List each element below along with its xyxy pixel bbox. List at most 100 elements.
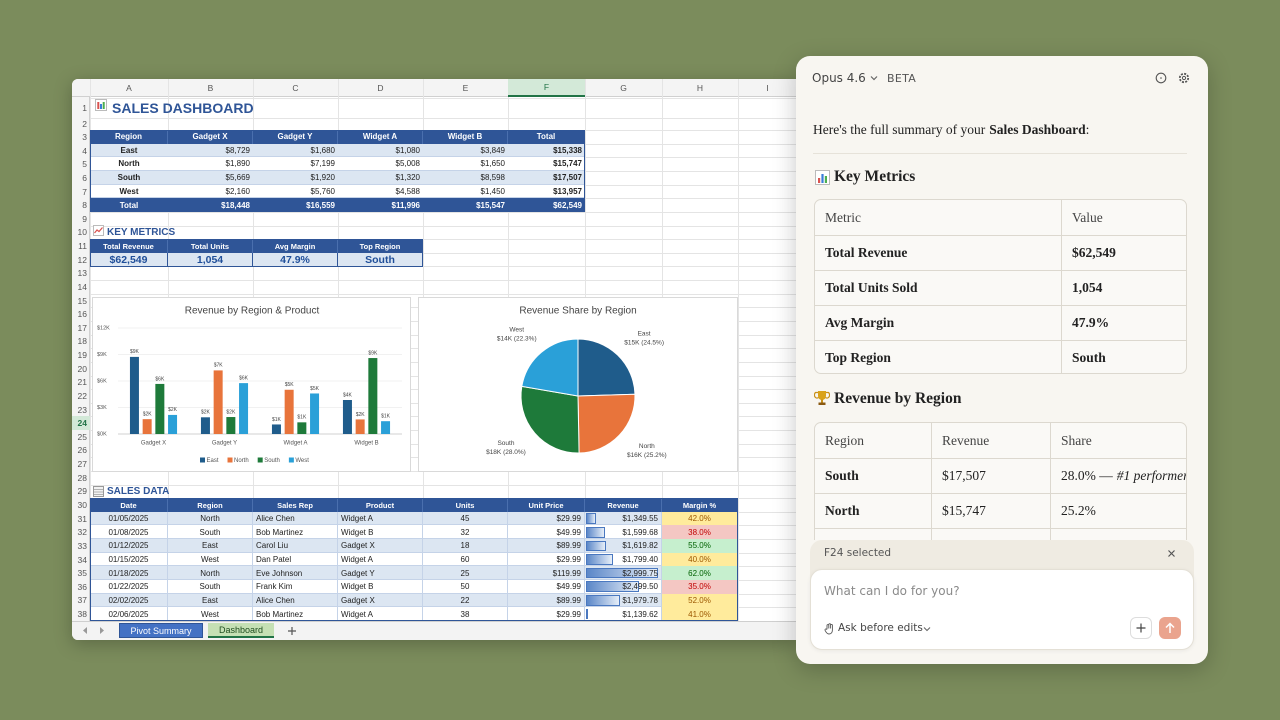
mode-selector[interactable]: Ask before edits: [838, 622, 923, 634]
cell-text: Share: [1061, 432, 1092, 448]
model-name[interactable]: Opus 4.6: [812, 71, 866, 85]
chart-title: Revenue Share by Region: [519, 306, 636, 317]
cell: $1,599.68: [585, 525, 662, 540]
bar-chart: Revenue by Region & Product $0K $3K $6K $9K $…: [92, 297, 411, 472]
conversation: Here's the full summary of your Sales Das…: [796, 56, 1208, 540]
header-cell: Revenue: [585, 498, 662, 512]
cell: $1,890: [168, 157, 253, 172]
cell: 25: [423, 566, 508, 580]
row-number: 8: [82, 200, 87, 211]
cell: 50: [423, 579, 508, 594]
column-header: H: [696, 83, 704, 93]
header-cell: Region: [815, 423, 932, 458]
send-button[interactable]: [1159, 617, 1181, 639]
header-cell: Sales Rep: [253, 498, 338, 512]
bar: [239, 383, 249, 434]
message-text: :: [1085, 122, 1090, 137]
cell: 25.2%: [1051, 493, 1186, 528]
header-cell: Metric: [815, 200, 1062, 235]
slice-name: North: [639, 443, 655, 450]
header-cell: Widget B: [423, 130, 508, 144]
header-cell: Avg Margin: [253, 239, 338, 253]
cell: [1051, 528, 1186, 540]
column-header: G: [620, 83, 627, 93]
x-tick-label: Widget A: [283, 441, 307, 447]
section-title: SALES DATA: [107, 485, 170, 497]
gridline: [90, 252, 797, 254]
cell: $13,957: [508, 184, 585, 199]
cell: 01/22/2025: [90, 579, 168, 594]
cell: Gadget Y: [338, 566, 423, 580]
cell: Avg Margin: [815, 305, 1062, 340]
message-text: Here's the full summary of your: [813, 122, 986, 137]
add-button[interactable]: [1130, 617, 1152, 639]
cell: $1,680: [253, 143, 338, 158]
slice-label: $16K (25.2%): [627, 452, 667, 459]
cell: $2,160: [168, 184, 253, 199]
input-placeholder[interactable]: What can I do for you?: [824, 584, 960, 598]
row-number: 14: [77, 281, 87, 292]
data-bar: [586, 567, 658, 579]
cell: South: [1062, 340, 1186, 373]
cell: 02/06/2025: [90, 607, 168, 621]
header-cell: Units: [423, 498, 508, 512]
cell: 01/12/2025: [90, 539, 168, 553]
gridline: [90, 97, 797, 99]
gridline: [90, 484, 797, 486]
icon-part: [93, 486, 104, 497]
cell: Bob Martinez: [253, 607, 338, 621]
cell: $29.99: [508, 552, 585, 567]
chevron-icon[interactable]: [923, 625, 931, 633]
total-cell: $16,559: [253, 198, 338, 212]
bar: [142, 419, 152, 434]
row-number: 23: [77, 404, 87, 415]
cell: $49.99: [508, 525, 585, 540]
row-number: 6: [82, 172, 87, 183]
cell: Dan Patel: [253, 552, 338, 567]
hand-icon: [824, 623, 833, 635]
y-tick-label: $3K: [97, 405, 107, 411]
header-cell: Region: [90, 130, 168, 144]
cell: West: [90, 184, 168, 199]
bar: [155, 383, 165, 434]
assistant-message: Here's the full summary of your Sales Das…: [813, 121, 1089, 139]
settings-icon[interactable]: [1178, 72, 1190, 84]
header-cell: Share: [1051, 423, 1186, 458]
cell: Total Revenue: [815, 235, 1062, 270]
cell: North: [815, 493, 932, 528]
icon-part: [1181, 75, 1187, 81]
sheet-tab[interactable]: Dashboard: [208, 623, 274, 638]
row-number: 9: [82, 213, 87, 224]
y-tick-label: $12K: [97, 325, 110, 331]
header-cell: Date: [90, 498, 168, 512]
icon-part: [818, 178, 821, 183]
cell-text: Metric: [825, 209, 861, 225]
cell: 1,054: [1062, 270, 1186, 305]
row-number: 27: [77, 459, 87, 470]
sheet-tab[interactable]: Pivot Summary: [119, 623, 203, 638]
cell: North: [90, 157, 168, 172]
input-box[interactable]: What can I do for you? Ask before edits: [810, 569, 1194, 650]
cell: $119.99: [508, 566, 585, 580]
cell: 32: [423, 525, 508, 540]
table-border: [90, 239, 423, 268]
gridline: [90, 117, 797, 119]
legend-swatch: [227, 457, 233, 463]
bar: [381, 421, 391, 434]
cell: South: [90, 171, 168, 185]
bar: [342, 400, 352, 434]
cell: $17,507: [508, 171, 585, 185]
chat-icon[interactable]: [1155, 72, 1167, 84]
section-title: KEY METRICS: [107, 226, 176, 238]
add-sheet[interactable]: [287, 626, 297, 636]
header-cell: Total Units: [168, 239, 253, 253]
chevron-icon[interactable]: [870, 74, 878, 82]
cell: $2,499.50: [585, 579, 662, 594]
close-icon[interactable]: [1167, 549, 1176, 558]
row-number: 15: [77, 295, 87, 306]
row-number: 22: [77, 390, 87, 401]
row-number: 17: [77, 322, 87, 333]
cell: 01/05/2025: [90, 511, 168, 526]
cell: $5,669: [168, 171, 253, 185]
